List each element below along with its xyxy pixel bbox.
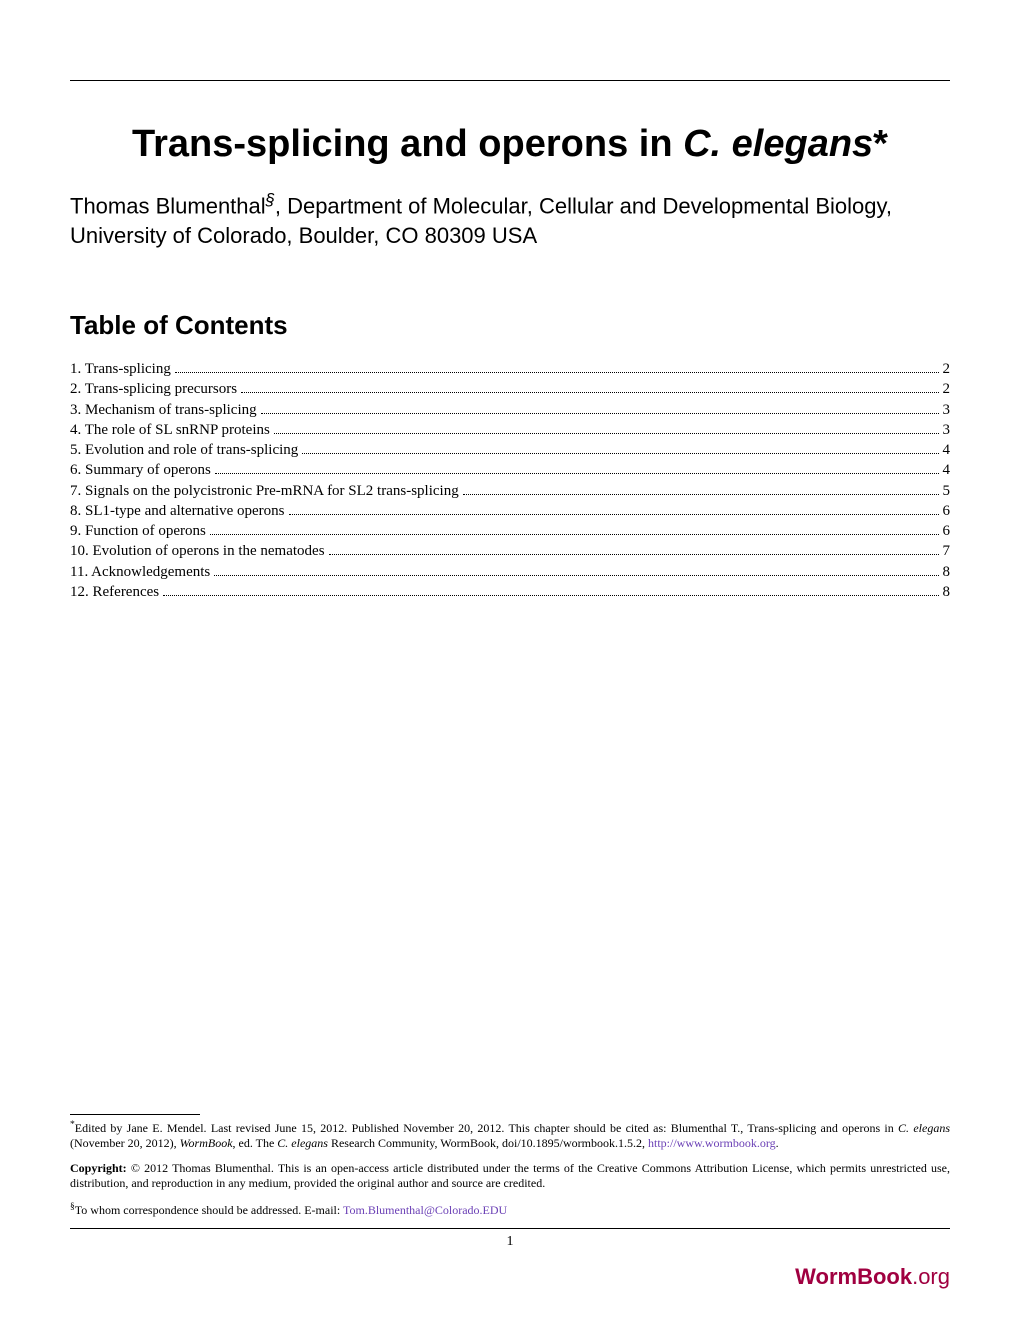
author-affiliation: Thomas Blumenthal§, Department of Molecu… — [70, 189, 950, 251]
toc-page: 8 — [943, 582, 951, 602]
toc-entry: 7. Signals on the polycistronic Pre-mRNA… — [70, 481, 950, 501]
toc-label: 1. Trans-splicing — [70, 359, 171, 379]
author-superscript: § — [266, 191, 275, 209]
title-species: C. elegans — [683, 123, 873, 165]
toc-entry: 6. Summary of operons 4 — [70, 460, 950, 480]
toc-leader-dots — [210, 534, 939, 535]
toc-page: 6 — [943, 501, 951, 521]
toc-page: 2 — [943, 379, 951, 399]
toc-leader-dots — [289, 514, 939, 515]
toc-entry: 3. Mechanism of trans-splicing 3 — [70, 400, 950, 420]
toc-leader-dots — [175, 372, 939, 373]
copyright-text: © 2012 Thomas Blumenthal. This is an ope… — [70, 1161, 950, 1190]
toc-label: 12. References — [70, 582, 159, 602]
footnote-copyright: Copyright: © 2012 Thomas Blumenthal. Thi… — [70, 1161, 950, 1191]
bottom-horizontal-rule — [70, 1228, 950, 1229]
toc-entry: 10. Evolution of operons in the nematode… — [70, 541, 950, 561]
toc-label: 3. Mechanism of trans-splicing — [70, 400, 257, 420]
toc-label: 4. The role of SL snRNP proteins — [70, 420, 270, 440]
logo-domain: .org — [912, 1264, 950, 1289]
toc-page: 6 — [943, 521, 951, 541]
toc-leader-dots — [463, 494, 939, 495]
footnote-text: Research Community, WormBook, doi/10.189… — [328, 1136, 648, 1150]
toc-leader-dots — [329, 554, 939, 555]
toc-page: 7 — [943, 541, 951, 561]
title-text: Trans-splicing and operons in — [132, 123, 683, 165]
toc-leader-dots — [274, 433, 939, 434]
toc-label: 8. SL1-type and alternative operons — [70, 501, 285, 521]
toc-entry: 9. Function of operons 6 — [70, 521, 950, 541]
footnote-italic: C. elegans — [277, 1136, 328, 1150]
top-horizontal-rule — [70, 80, 950, 81]
toc-leader-dots — [261, 413, 939, 414]
footnote-italic: WormBook — [180, 1136, 233, 1150]
toc-leader-dots — [302, 453, 938, 454]
toc-label: 7. Signals on the polycistronic Pre-mRNA… — [70, 481, 459, 501]
toc-entry: 12. References 8 — [70, 582, 950, 602]
toc-page: 8 — [943, 562, 951, 582]
footnote-period: . — [776, 1136, 779, 1150]
footnotes-block: *Edited by Jane E. Mendel. Last revised … — [70, 1114, 950, 1251]
correspondence-text: To whom correspondence should be address… — [75, 1203, 343, 1217]
toc-label: 2. Trans-splicing precursors — [70, 379, 237, 399]
toc-heading: Table of Contents — [70, 310, 950, 341]
toc-label: 10. Evolution of operons in the nematode… — [70, 541, 325, 561]
table-of-contents: 1. Trans-splicing 2 2. Trans-splicing pre… — [70, 359, 950, 602]
title-asterisk: * — [873, 123, 888, 165]
copyright-label: Copyright: — [70, 1161, 127, 1175]
footnote-text: (November 20, 2012), — [70, 1136, 180, 1150]
toc-entry: 2. Trans-splicing precursors 2 — [70, 379, 950, 399]
toc-entry: 5. Evolution and role of trans-splicing 4 — [70, 440, 950, 460]
wormbook-logo: WormBook.org — [795, 1264, 950, 1290]
footnote-citation: *Edited by Jane E. Mendel. Last revised … — [70, 1119, 950, 1151]
toc-page: 3 — [943, 400, 951, 420]
footnote-text: Edited by Jane E. Mendel. Last revised J… — [75, 1121, 898, 1135]
footnote-url-link[interactable]: http://www.wormbook.org — [648, 1136, 776, 1150]
footnote-rule — [70, 1114, 200, 1115]
correspondence-email-link[interactable]: Tom.Blumenthal@Colorado.EDU — [343, 1203, 507, 1217]
footnote-correspondence: §To whom correspondence should be addres… — [70, 1201, 950, 1218]
toc-page: 4 — [943, 440, 951, 460]
toc-leader-dots — [241, 392, 938, 393]
toc-label: 6. Summary of operons — [70, 460, 211, 480]
toc-leader-dots — [214, 575, 938, 576]
footnote-italic: C. elegans — [898, 1121, 950, 1135]
footnote-text: , ed. The — [233, 1136, 278, 1150]
toc-page: 4 — [943, 460, 951, 480]
toc-label: 5. Evolution and role of trans-splicing — [70, 440, 298, 460]
toc-entry: 4. The role of SL snRNP proteins 3 — [70, 420, 950, 440]
toc-entry: 11. Acknowledgements 8 — [70, 562, 950, 582]
toc-page: 5 — [943, 481, 951, 501]
toc-entry: 1. Trans-splicing 2 — [70, 359, 950, 379]
article-title: Trans-splicing and operons in C. elegans… — [70, 121, 950, 169]
toc-page: 2 — [943, 359, 951, 379]
author-name: Thomas Blumenthal — [70, 193, 266, 218]
toc-leader-dots — [163, 595, 938, 596]
toc-label: 9. Function of operons — [70, 521, 206, 541]
page-number: 1 — [70, 1233, 950, 1251]
toc-label: 11. Acknowledgements — [70, 562, 210, 582]
toc-page: 3 — [943, 420, 951, 440]
toc-leader-dots — [215, 473, 939, 474]
logo-bold: WormBook — [795, 1264, 912, 1289]
toc-entry: 8. SL1-type and alternative operons 6 — [70, 501, 950, 521]
